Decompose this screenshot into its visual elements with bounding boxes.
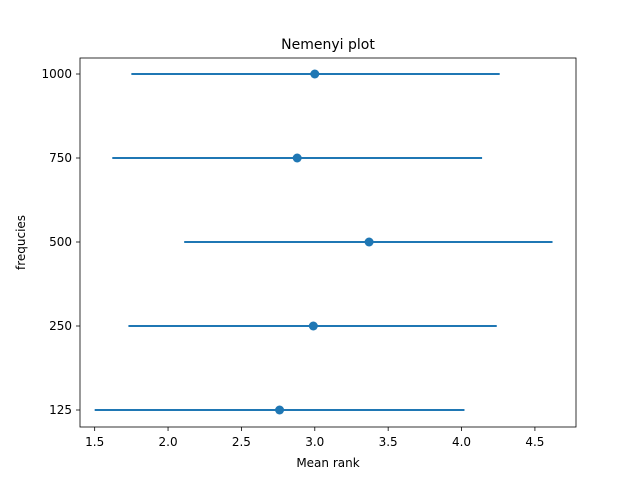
plot-frame (79, 57, 577, 428)
x-tick-label: 3.0 (305, 435, 324, 449)
mean-point-500 (364, 237, 374, 247)
y-tick-label: 500 (49, 235, 72, 249)
chart-title: Nemenyi plot (281, 37, 375, 53)
y-tick-label: 750 (49, 151, 72, 165)
x-axis-label: Mean rank (296, 456, 359, 470)
mean-point-125 (275, 405, 285, 415)
y-tick-label: 1000 (41, 67, 72, 81)
x-tick-label: 4.5 (525, 435, 544, 449)
x-tick-label: 2.5 (232, 435, 251, 449)
x-tick-label: 3.5 (379, 435, 398, 449)
x-tick-label: 4.0 (452, 435, 471, 449)
x-tick-label: 2.0 (159, 435, 178, 449)
y-tick-label: 250 (49, 319, 72, 333)
mean-point-1000 (310, 69, 320, 79)
y-axis-label: frequcies (14, 215, 28, 270)
x-tick-label: 1.5 (85, 435, 104, 449)
mean-point-750 (292, 153, 302, 163)
y-tick-label: 125 (49, 403, 72, 417)
mean-point-250 (308, 321, 318, 331)
